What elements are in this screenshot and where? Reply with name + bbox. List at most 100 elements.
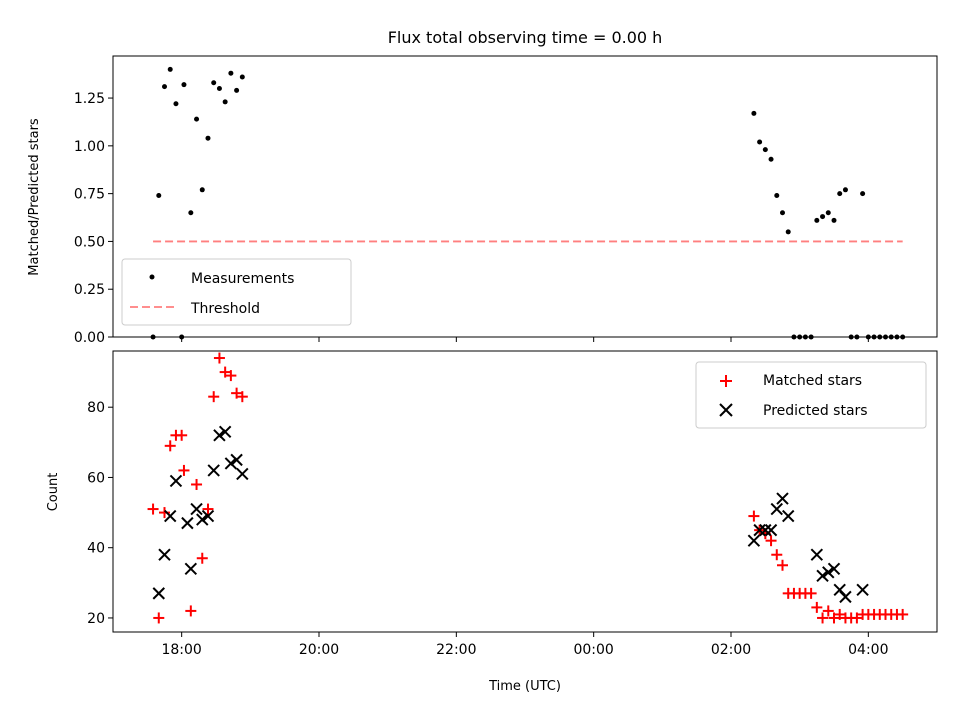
predicted-star-point	[822, 566, 835, 579]
count-y-tick-label: 80	[87, 400, 105, 416]
predicted-star-point	[782, 509, 795, 523]
matched-star-point	[191, 478, 203, 490]
measurement-point	[156, 193, 162, 199]
ratio-y-ticks: 0.00 0.25 0.50 0.75 1.00 1.25	[74, 91, 113, 346]
matched-star-point	[828, 612, 840, 624]
count-y-tick-label: 20	[87, 611, 105, 627]
matched-star-point	[159, 507, 170, 519]
measurement-point	[181, 82, 187, 88]
measurement-point	[222, 99, 228, 105]
legend-predicted-label: Predicted stars	[763, 403, 868, 419]
ratio-y-tick-label: 0.75	[74, 187, 105, 203]
legend-measurements-marker	[149, 274, 155, 280]
predicted-star-point	[856, 583, 869, 597]
matched-star-point	[236, 391, 248, 403]
matched-star-point	[196, 552, 208, 564]
matched-star-point	[231, 387, 243, 399]
predicted-star-point	[827, 562, 841, 575]
matched-star-point	[178, 464, 190, 476]
measurement-point	[757, 139, 763, 145]
measurement-point	[785, 229, 791, 235]
ratio-legend-box	[121, 258, 352, 326]
matched-star-point	[771, 549, 783, 561]
count-x-tick-label: 02:00	[711, 642, 751, 658]
count-x-tick-label: 18:00	[161, 642, 201, 658]
measurement-point	[211, 80, 217, 86]
count-y-tick-label: 40	[87, 541, 105, 557]
count-y-tick-label: 60	[87, 470, 105, 486]
matched-star-point	[153, 612, 165, 624]
measurement-point	[842, 187, 848, 193]
count-x-ticks: 18:00 20:00 22:00 00:00 02:00 04:00	[161, 632, 889, 658]
measurement-point	[814, 217, 820, 223]
matched-star-point	[147, 503, 159, 515]
matched-star-point	[805, 587, 817, 599]
predicted-star-point	[753, 523, 766, 537]
count-legend: Matched stars Predicted stars	[695, 361, 927, 429]
matched-star-point	[748, 510, 760, 522]
legend-predicted-marker	[719, 403, 733, 417]
predicted-star-point	[770, 502, 783, 516]
predicted-star-point	[213, 429, 226, 442]
predicted-star-point	[810, 548, 824, 561]
ratio-y-tick-label: 0.50	[74, 234, 105, 250]
predicted-star-point	[236, 467, 249, 481]
count-x-tick-label: 00:00	[573, 642, 613, 658]
ratio-y-axis-label: Matched/Predicted stars	[27, 118, 42, 276]
measurement-point	[239, 74, 245, 80]
predicted-star-point	[759, 523, 772, 537]
matched-star-point	[176, 429, 188, 441]
legend-matched-marker	[720, 375, 732, 387]
matched-star-point	[897, 608, 909, 620]
measurement-point	[780, 210, 785, 216]
ratio-title: Flux total observing time = 0.00 h	[388, 28, 663, 47]
ratio-axes-frame	[112, 55, 938, 338]
predicted-star-point	[776, 492, 789, 505]
matched-star-point	[219, 366, 231, 378]
predicted-star-point	[839, 590, 852, 604]
matched-star-point	[765, 535, 777, 547]
predicted-star-point	[224, 457, 238, 470]
measurement-point	[173, 101, 179, 107]
predicted-star-point	[181, 516, 194, 530]
measurement-point	[831, 217, 837, 223]
matched-star-point	[817, 612, 829, 624]
matched-star-point	[777, 559, 788, 571]
count-axes-frame	[112, 350, 938, 633]
predicted-star-point	[764, 523, 778, 537]
legend-threshold-label: Threshold	[190, 301, 260, 317]
measurement-point	[751, 110, 757, 116]
predicted-star-point	[190, 502, 203, 516]
count-y-axis-label: Count	[46, 473, 61, 512]
matched-star-point	[822, 605, 834, 617]
predicted-star-point	[169, 474, 183, 488]
count-y-ticks: 20 40 60 80	[87, 400, 113, 627]
ratio-panel: Flux total observing time = 0.00 h Match…	[27, 28, 938, 346]
matched-star-point	[811, 601, 823, 613]
matched-star-point	[202, 503, 214, 515]
matched-star-point	[164, 440, 176, 452]
measurement-point	[860, 191, 866, 197]
count-legend-box	[695, 361, 927, 429]
predicted-star-point	[201, 509, 215, 523]
predicted-star-point	[207, 464, 220, 477]
measurement-point	[162, 84, 167, 90]
predicted-star-point	[196, 513, 209, 526]
measurement-point	[774, 193, 780, 199]
ratio-legend: Measurements Threshold	[121, 258, 352, 326]
predicted-star-point	[816, 569, 829, 583]
measurement-point	[762, 147, 768, 153]
predicted-star-point	[747, 534, 761, 547]
matched-star-point	[834, 608, 846, 620]
predicted-star-point	[184, 562, 198, 575]
ratio-y-tick-label: 1.25	[74, 91, 105, 107]
matched-star-points	[147, 352, 909, 624]
measurement-point	[216, 85, 222, 91]
predicted-star-point	[158, 548, 171, 561]
count-x-tick-label: 04:00	[848, 642, 888, 658]
ratio-y-tick-label: 0.00	[74, 330, 105, 346]
measurement-point	[199, 187, 205, 193]
measurement-point	[768, 156, 774, 162]
